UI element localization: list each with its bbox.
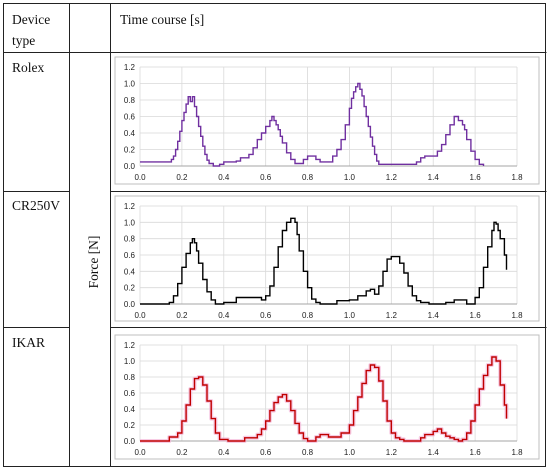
- x-tick-label: 0.4: [218, 311, 230, 320]
- table-grid: [3, 3, 547, 467]
- y-tick-label: 0.6: [124, 113, 136, 122]
- header-device-line2: type: [12, 33, 35, 48]
- x-tick-label: 0.0: [134, 448, 146, 457]
- chart-ikar: 0.0 0.2 0.4 0.6 0.8 1.0 1.2 0.0 0.2 0.4 0.6 0.8 1.0 1…: [114, 334, 540, 460]
- y-tick-label: 0.2: [124, 421, 136, 430]
- chart-cr250v: 0.0 0.2 0.4 0.6 0.8 1.0 1.2 0.0 0.2 0.4 0.6 0.8 1.0 1…: [114, 195, 540, 322]
- x-tick-label: 1.6: [470, 173, 482, 182]
- x-tick-label: 1.8: [511, 448, 523, 457]
- y-tick-label: 0.6: [124, 251, 136, 260]
- y-tick-label: 0.2: [124, 146, 136, 155]
- x-tick-label: 1.2: [386, 448, 398, 457]
- x-tick-label: 0.2: [176, 311, 188, 320]
- x-tick-label: 1.2: [386, 311, 398, 320]
- x-tick-label: 0.2: [176, 448, 188, 457]
- y-tick-label: 1.0: [124, 218, 136, 227]
- x-tick-label: 0.8: [302, 448, 314, 457]
- device-label-cr250v: CR250V: [12, 198, 60, 213]
- x-tick-label: 0.8: [302, 311, 314, 320]
- table-border: [3, 3, 546, 467]
- x-tick-label: 1.8: [511, 173, 523, 182]
- series-line-ikar: [140, 356, 508, 442]
- series-line-rolex: [140, 82, 485, 167]
- y-tick-label: 1.2: [124, 202, 136, 211]
- x-tick-label: 0.8: [302, 173, 314, 182]
- x-tick-label: 0.6: [260, 448, 272, 457]
- chart-frame: [114, 56, 540, 185]
- y-tick-label: 0.4: [124, 129, 136, 138]
- x-tick-label: 1.0: [344, 448, 356, 457]
- y-tick-label: 0.0: [124, 300, 136, 309]
- y-tick-label: 0.0: [124, 162, 136, 171]
- header-device-type: Device type: [12, 12, 54, 48]
- x-tick-label: 1.0: [344, 311, 356, 320]
- y-tick-label: 1.2: [124, 63, 136, 72]
- x-tick-label: 0.0: [134, 173, 146, 182]
- chart-rolex: 0.0 0.2 0.4 0.6 0.8 1.0 1.2 0.0 0.2 0.4 0.6 0.8 1.0 1…: [114, 56, 540, 185]
- x-tick-label: 0.4: [218, 448, 230, 457]
- x-tick-label: 1.4: [428, 173, 440, 182]
- x-tick-label: 1.4: [428, 448, 440, 457]
- device-label-ikar: IKAR: [12, 335, 45, 350]
- header-time-course: Time course [s]: [120, 12, 204, 27]
- y-tick-label: 0.4: [124, 405, 136, 414]
- x-tick-label: 1.0: [344, 173, 356, 182]
- x-tick-label: 0.6: [260, 311, 272, 320]
- x-tick-label: 0.2: [176, 173, 188, 182]
- y-tick-label: 0.0: [124, 437, 136, 446]
- y-tick-label: 1.2: [124, 341, 136, 350]
- x-tick-label: 1.8: [511, 311, 523, 320]
- x-tick-label: 1.2: [386, 173, 398, 182]
- header-device-line1: Device: [12, 12, 50, 27]
- y-tick-label: 0.6: [124, 389, 136, 398]
- y-tick-label: 1.0: [124, 80, 136, 89]
- y-tick-label: 0.8: [124, 96, 136, 105]
- x-tick-label: 1.6: [470, 311, 482, 320]
- y-tick-label: 0.4: [124, 267, 136, 276]
- y-tick-label: 0.8: [124, 373, 136, 382]
- x-tick-label: 0.4: [218, 173, 230, 182]
- y-axis-label: Force [N]: [86, 236, 101, 289]
- y-tick-label: 0.8: [124, 235, 136, 244]
- y-tick-label: 1.0: [124, 357, 136, 366]
- x-tick-label: 0.6: [260, 173, 272, 182]
- x-tick-label: 0.0: [134, 311, 146, 320]
- x-tick-label: 1.6: [470, 448, 482, 457]
- series-line-cr250v: [140, 217, 508, 305]
- y-tick-label: 0.2: [124, 284, 136, 293]
- device-label-rolex: Rolex: [12, 60, 44, 75]
- x-tick-label: 1.4: [428, 311, 440, 320]
